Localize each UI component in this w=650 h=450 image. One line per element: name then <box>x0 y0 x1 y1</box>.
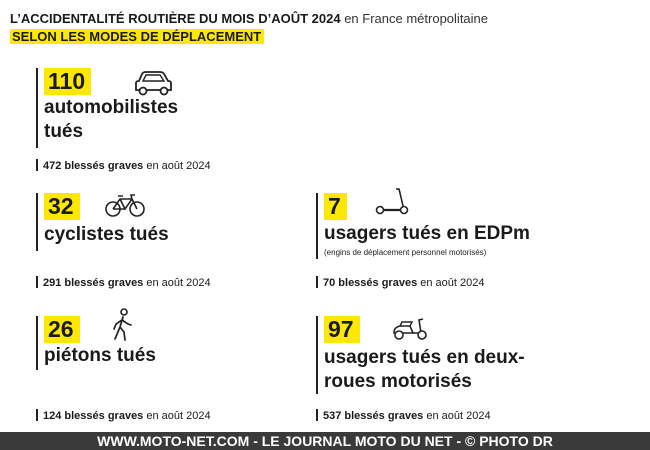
injured-tick <box>316 409 318 421</box>
card-cars: 110 automobilistes tués <box>36 68 286 148</box>
card-bar <box>36 316 38 370</box>
injured-count: 291 blessés graves <box>43 277 144 289</box>
injured-pedestrians: 124 blessés graves en août 2024 <box>36 409 211 423</box>
pedestrian-icon <box>110 308 134 342</box>
injured-tick <box>316 276 318 288</box>
count-badge: 32 <box>44 193 80 220</box>
injured-count: 537 blessés graves <box>323 410 424 422</box>
page-subtitle: SELON LES MODES DE DÉPLACEMENT <box>10 29 265 44</box>
card-bar <box>316 316 318 394</box>
injured-cars: 472 blessés graves en août 2024 <box>36 159 211 173</box>
card-label-line2: roues motorisés <box>324 371 472 392</box>
card-motorcyclists: 97 usagers tués en deux- roues motorisés <box>316 316 616 396</box>
bicycle-icon <box>104 193 146 219</box>
injured-period: en août 2024 <box>146 277 211 289</box>
card-label: usagers tués en deux- <box>324 347 525 368</box>
card-bar <box>316 193 318 259</box>
card-label: cyclistes tués <box>44 224 169 245</box>
injured-edpm: 70 blessés graves en août 2024 <box>316 276 484 290</box>
car-icon <box>132 70 174 98</box>
footer-banner: WWW.MOTO-NET.COM - LE JOURNAL MOTO DU NE… <box>0 432 650 450</box>
injured-cyclists: 291 blessés graves en août 2024 <box>36 276 211 290</box>
card-label: automobilistes <box>44 97 179 118</box>
injured-tick <box>36 276 38 288</box>
count-badge: 97 <box>324 316 360 343</box>
card-bar <box>36 68 38 148</box>
injured-count: 70 blessés graves <box>323 277 418 289</box>
injured-count: 124 blessés graves <box>43 410 144 422</box>
injured-period: en août 2024 <box>146 160 211 172</box>
card-cyclists: 32 cyclistes tués <box>36 193 286 253</box>
card-label-line2: tués <box>44 121 84 142</box>
card-bar <box>36 193 38 251</box>
count-badge: 26 <box>44 316 80 343</box>
injured-tick <box>36 159 38 171</box>
injured-period: en août 2024 <box>426 410 491 422</box>
injured-period: en août 2024 <box>146 410 211 422</box>
motor-scooter-icon <box>390 314 430 342</box>
injured-tick <box>36 409 38 421</box>
title-strong: L’ACCIDENTALITÉ ROUTIÈRE DU MOIS D’AOÛT … <box>10 11 341 26</box>
page-title: L’ACCIDENTALITÉ ROUTIÈRE DU MOIS D’AOÛT … <box>10 10 488 27</box>
injured-motorcyclists: 537 blessés graves en août 2024 <box>316 409 491 423</box>
card-note: (engins de déplacement personnel motoris… <box>324 248 487 257</box>
card-edpm: 7 usagers tués en EDPm (engins de déplac… <box>316 188 616 261</box>
scooter-icon <box>374 187 410 217</box>
card-label: usagers tués en EDPm <box>324 223 530 244</box>
title-light: en France métropolitaine <box>344 11 489 26</box>
count-badge: 7 <box>324 193 347 220</box>
card-label: piétons tués <box>44 345 156 366</box>
card-pedestrians: 26 piétons tués <box>36 308 286 372</box>
injured-period: en août 2024 <box>420 277 485 289</box>
count-badge: 110 <box>44 68 92 95</box>
injured-count: 472 blessés graves <box>43 160 144 172</box>
header: L’ACCIDENTALITÉ ROUTIÈRE DU MOIS D’AOÛT … <box>10 10 488 46</box>
